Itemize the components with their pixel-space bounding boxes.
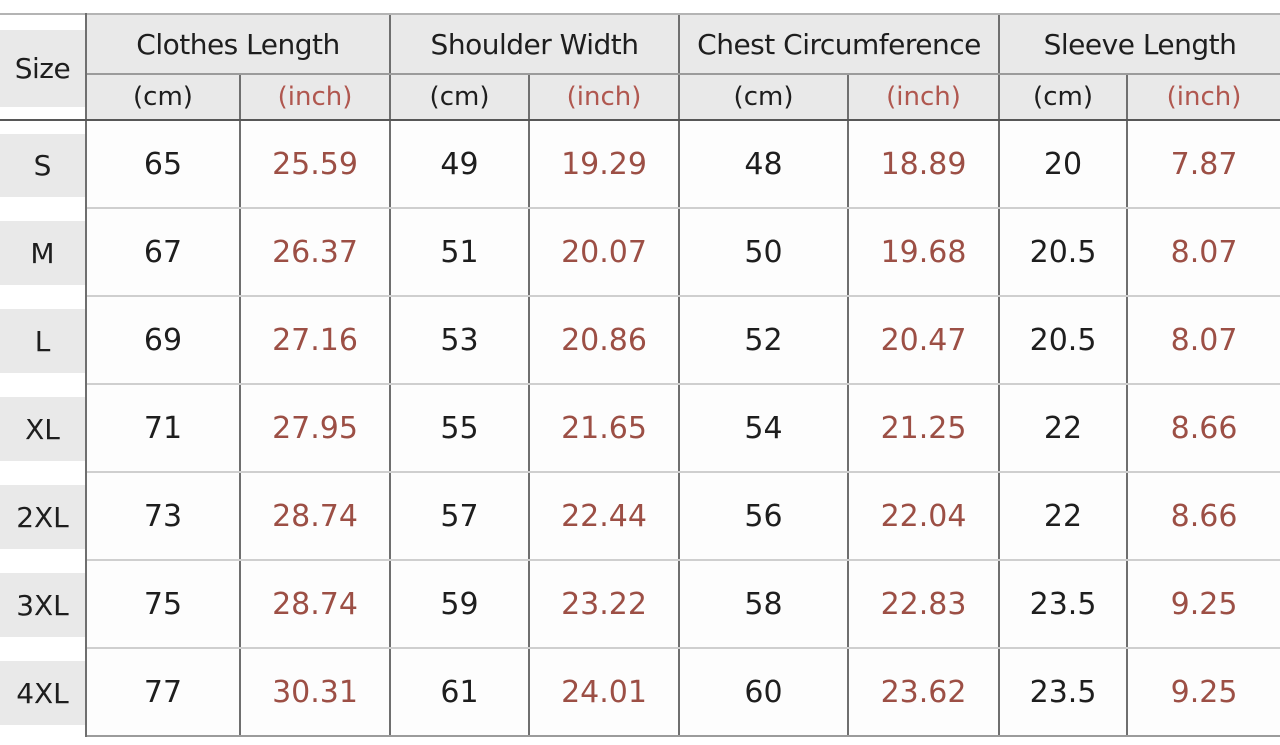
clothes-length-cm-value: 67 (85, 208, 240, 297)
shoulder-width-cm-value: 59 (389, 560, 530, 649)
clothes-length-inch-value: 25.59 (238, 120, 391, 209)
chest-circumference-cm-header: (cm) (678, 74, 849, 121)
sleeve-length-inch-header: (inch) (1126, 74, 1280, 121)
table-row: 4XL 77 30.31 61 24.01 60 23.62 23.5 9.25 (0, 648, 1280, 737)
shoulder-width-inch-value: 22.44 (528, 472, 680, 561)
shoulder-width-cm-value: 55 (389, 384, 530, 473)
chest-circumference-inch-value: 19.68 (847, 208, 1000, 297)
group-header-row: Size Clothes Length Shoulder Width Chest… (0, 13, 1280, 121)
shoulder-width-inch-value: 20.07 (528, 208, 680, 297)
shoulder-width-cm-value: 49 (389, 120, 530, 209)
size-label: 4XL (0, 648, 87, 736)
sleeve-length-cm-header: (cm) (998, 74, 1128, 121)
shoulder-width-inch-value: 23.22 (528, 560, 680, 649)
clothes-length-inch-value: 26.37 (238, 208, 391, 297)
chest-circumference-cm-value: 56 (678, 472, 849, 561)
sleeve-length-cm-value: 20.5 (998, 296, 1128, 385)
group-header-chest-circumference: Chest Circumference (678, 13, 1000, 75)
clothes-length-cm-value: 69 (85, 296, 240, 385)
chest-circumference-inch-value: 21.25 (847, 384, 1000, 473)
chest-circumference-cm-value: 54 (678, 384, 849, 473)
size-chart-table: Size Clothes Length Shoulder Width Chest… (0, 13, 1280, 737)
chest-circumference-inch-header: (inch) (847, 74, 1000, 121)
size-label: 3XL (0, 560, 87, 648)
shoulder-width-cm-value: 61 (389, 648, 530, 737)
sleeve-length-cm-value: 20 (998, 120, 1128, 209)
chest-circumference-cm-value: 52 (678, 296, 849, 385)
sleeve-length-cm-value: 22 (998, 384, 1128, 473)
clothes-length-cm-value: 73 (85, 472, 240, 561)
shoulder-width-cm-value: 53 (389, 296, 530, 385)
chest-circumference-inch-value: 22.04 (847, 472, 1000, 561)
shoulder-width-inch-value: 20.86 (528, 296, 680, 385)
table-body: S 65 25.59 49 19.29 48 18.89 20 7.87 M 6… (0, 120, 1280, 737)
shoulder-width-inch-value: 19.29 (528, 120, 680, 209)
clothes-length-inch-value: 30.31 (238, 648, 391, 737)
chest-circumference-inch-value: 18.89 (847, 120, 1000, 209)
clothes-length-cm-value: 77 (85, 648, 240, 737)
chest-circumference-cm-value: 58 (678, 560, 849, 649)
clothes-length-cm-value: 71 (85, 384, 240, 473)
sleeve-length-cm-value: 22 (998, 472, 1128, 561)
shoulder-width-inch-header: (inch) (528, 74, 680, 121)
chest-circumference-cm-value: 60 (678, 648, 849, 737)
clothes-length-inch-value: 28.74 (238, 472, 391, 561)
shoulder-width-cm-value: 57 (389, 472, 530, 561)
table-row: 2XL 73 28.74 57 22.44 56 22.04 22 8.66 (0, 472, 1280, 561)
clothes-length-cm-value: 65 (85, 120, 240, 209)
clothes-length-cm-value: 75 (85, 560, 240, 649)
unit-header-row: (cm) (inch) (cm) (inch) (cm) (inch) (cm)… (0, 74, 1280, 121)
sleeve-length-inch-value: 8.07 (1126, 208, 1280, 297)
chest-circumference-inch-value: 22.83 (847, 560, 1000, 649)
size-label: L (0, 296, 87, 384)
shoulder-width-cm-header: (cm) (389, 74, 530, 121)
sleeve-length-cm-value: 23.5 (998, 648, 1128, 737)
sleeve-length-inch-value: 9.25 (1126, 648, 1280, 737)
sleeve-length-inch-value: 8.66 (1126, 472, 1280, 561)
chest-circumference-inch-value: 20.47 (847, 296, 1000, 385)
shoulder-width-inch-value: 24.01 (528, 648, 680, 737)
sleeve-length-inch-value: 7.87 (1126, 120, 1280, 209)
group-header-clothes-length: Clothes Length (84, 13, 391, 75)
table-row: S 65 25.59 49 19.29 48 18.89 20 7.87 (0, 120, 1280, 209)
chest-circumference-cm-value: 48 (678, 120, 849, 209)
size-label: 2XL (0, 472, 87, 560)
clothes-length-inch-value: 27.95 (238, 384, 391, 473)
size-column-header: Size (0, 13, 87, 121)
size-label: XL (0, 384, 87, 472)
size-label: M (0, 208, 87, 296)
chest-circumference-cm-value: 50 (678, 208, 849, 297)
clothes-length-inch-value: 27.16 (238, 296, 391, 385)
sleeve-length-cm-value: 23.5 (998, 560, 1128, 649)
table-row: 3XL 75 28.74 59 23.22 58 22.83 23.5 9.25 (0, 560, 1280, 649)
sleeve-length-inch-value: 9.25 (1126, 560, 1280, 649)
table-row: XL 71 27.95 55 21.65 54 21.25 22 8.66 (0, 384, 1280, 473)
table-row: M 67 26.37 51 20.07 50 19.68 20.5 8.07 (0, 208, 1280, 297)
chest-circumference-inch-value: 23.62 (847, 648, 1000, 737)
clothes-length-inch-value: 28.74 (238, 560, 391, 649)
table-header: Size Clothes Length Shoulder Width Chest… (0, 13, 1280, 121)
sleeve-length-inch-value: 8.66 (1126, 384, 1280, 473)
clothes-length-cm-header: (cm) (85, 74, 240, 121)
shoulder-width-cm-value: 51 (389, 208, 530, 297)
table-row: L 69 27.16 53 20.86 52 20.47 20.5 8.07 (0, 296, 1280, 385)
group-header-shoulder-width: Shoulder Width (389, 13, 680, 75)
shoulder-width-inch-value: 21.65 (528, 384, 680, 473)
size-label: S (0, 120, 87, 208)
clothes-length-inch-header: (inch) (238, 74, 391, 121)
group-header-sleeve-length: Sleeve Length (998, 13, 1280, 75)
sleeve-length-cm-value: 20.5 (998, 208, 1128, 297)
sleeve-length-inch-value: 8.07 (1126, 296, 1280, 385)
